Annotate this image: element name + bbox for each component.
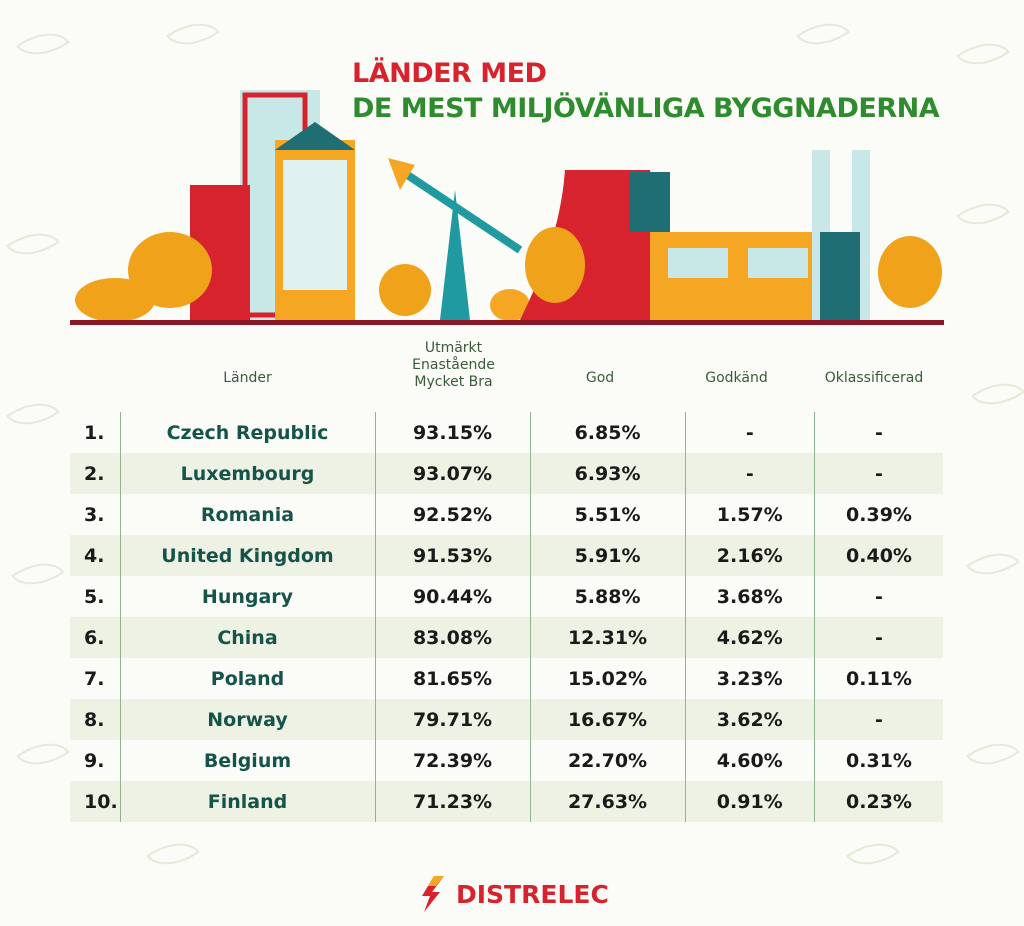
- lightning-bolt-icon: [422, 876, 444, 912]
- unclassified-value: -: [813, 412, 943, 453]
- excellent-value: 91.53%: [374, 535, 531, 576]
- country: Luxembourg: [119, 453, 375, 494]
- rank: 1.: [84, 421, 105, 444]
- table-row: 4. United Kingdom 91.53% 5.91% 2.16% 0.40%: [70, 535, 943, 576]
- header-countries: Länder: [223, 370, 272, 386]
- pass-value: 3.62%: [684, 699, 815, 740]
- factory: [650, 150, 870, 320]
- pass-value: -: [684, 453, 815, 494]
- pass-value: 4.60%: [684, 740, 815, 781]
- good-value: 6.93%: [529, 453, 686, 494]
- table-row: 9. Belgium 72.39% 22.70% 4.60% 0.31%: [70, 740, 943, 781]
- pass-value: 3.23%: [684, 658, 815, 699]
- unclassified-value: 0.31%: [813, 740, 943, 781]
- pass-value: 3.68%: [684, 576, 815, 617]
- table-row: 7. Poland 81.65% 15.02% 3.23% 0.11%: [70, 658, 943, 699]
- excellent-value: 92.52%: [374, 494, 531, 535]
- country: Belgium: [119, 740, 375, 781]
- country: Norway: [119, 699, 375, 740]
- excellent-value: 90.44%: [374, 576, 531, 617]
- rank: 8.: [84, 708, 105, 731]
- table-row: 6. China 83.08% 12.31% 4.62% -: [70, 617, 943, 658]
- good-value: 12.31%: [529, 617, 686, 658]
- table-row: 1. Czech Republic 93.15% 6.85% - -: [70, 412, 943, 453]
- good-value: 27.63%: [529, 781, 686, 822]
- unclassified-value: 0.39%: [813, 494, 943, 535]
- table-row: 3. Romania 92.52% 5.51% 1.57% 0.39%: [70, 494, 943, 535]
- rank: 6.: [84, 626, 105, 649]
- title-line-1: LÄNDER MED: [352, 58, 547, 89]
- header-unclassified: Oklassificerad: [824, 370, 924, 386]
- pass-value: 1.57%: [684, 494, 815, 535]
- excellent-value: 72.39%: [374, 740, 531, 781]
- rank: 2.: [84, 462, 105, 485]
- country: Hungary: [119, 576, 375, 617]
- excellent-value: 81.65%: [374, 658, 531, 699]
- rank: 4.: [84, 544, 105, 567]
- unclassified-value: 0.23%: [813, 781, 943, 822]
- ground-line: [70, 320, 944, 325]
- good-value: 5.91%: [529, 535, 686, 576]
- rank: 5.: [84, 585, 105, 608]
- oil-pump: [388, 158, 530, 321]
- country: Romania: [119, 494, 375, 535]
- table-row: 8. Norway 79.71% 16.67% 3.62% -: [70, 699, 943, 740]
- excellent-value: 79.71%: [374, 699, 531, 740]
- rank: 7.: [84, 667, 105, 690]
- pass-value: 4.62%: [684, 617, 815, 658]
- rank: 3.: [84, 503, 105, 526]
- excellent-value: 93.15%: [374, 412, 531, 453]
- header-excellent: Utmärkt Enastående Mycket Bra: [412, 340, 495, 390]
- table-row: 10. Finland 71.23% 27.63% 0.91% 0.23%: [70, 781, 943, 822]
- buildings-left: [190, 90, 355, 320]
- country: Czech Republic: [119, 412, 375, 453]
- unclassified-value: -: [813, 576, 943, 617]
- country: United Kingdom: [119, 535, 375, 576]
- unclassified-value: -: [813, 453, 943, 494]
- country: Finland: [119, 781, 375, 822]
- unclassified-value: -: [813, 617, 943, 658]
- country: China: [119, 617, 375, 658]
- title-line-2: DE MEST MILJÖVÄNLIGA BYGGNADERNA: [352, 93, 940, 124]
- pass-value: 0.91%: [684, 781, 815, 822]
- good-value: 5.51%: [529, 494, 686, 535]
- header-good: God: [585, 370, 615, 386]
- unclassified-value: 0.11%: [813, 658, 943, 699]
- distrelec-logo: DISTRELEC: [420, 876, 609, 912]
- excellent-value: 93.07%: [374, 453, 531, 494]
- excellent-value: 71.23%: [374, 781, 531, 822]
- good-value: 5.88%: [529, 576, 686, 617]
- good-value: 22.70%: [529, 740, 686, 781]
- pass-value: 2.16%: [684, 535, 815, 576]
- pass-value: -: [684, 412, 815, 453]
- table-row: 2. Luxembourg 93.07% 6.93% - -: [70, 453, 943, 494]
- table-row: 5. Hungary 90.44% 5.88% 3.68% -: [70, 576, 943, 617]
- ranking-table: 1. Czech Republic 93.15% 6.85% - -2. Luxembour…: [70, 412, 943, 822]
- rank: 9.: [84, 749, 105, 772]
- good-value: 16.67%: [529, 699, 686, 740]
- unclassified-value: -: [813, 699, 943, 740]
- country: Poland: [119, 658, 375, 699]
- excellent-value: 83.08%: [374, 617, 531, 658]
- good-value: 15.02%: [529, 658, 686, 699]
- header-pass: Godkänd: [705, 370, 768, 386]
- rank: 10.: [84, 790, 118, 813]
- city-illustration: [70, 90, 944, 325]
- unclassified-value: 0.40%: [813, 535, 943, 576]
- good-value: 6.85%: [529, 412, 686, 453]
- logo-text: DISTRELEC: [456, 879, 609, 909]
